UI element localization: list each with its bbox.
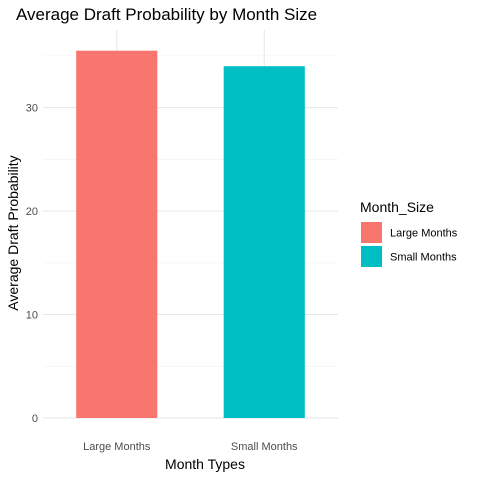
x-axis-ticks: Large Months Small Months — [83, 441, 298, 453]
chart-title: Average Draft Probability by Month Size — [16, 5, 317, 24]
y-tick-label: 10 — [26, 310, 38, 322]
legend: Month_Size Large Months Small Months — [360, 199, 458, 267]
x-axis-title: Month Types — [165, 456, 245, 472]
legend-swatch — [361, 222, 382, 243]
x-tick-label: Large Months — [83, 441, 151, 453]
x-tick-label: Small Months — [231, 441, 298, 453]
legend-label: Small Months — [390, 252, 457, 264]
legend-title: Month_Size — [360, 199, 434, 215]
bar-0 — [76, 50, 158, 419]
y-tick-label: 20 — [26, 206, 38, 218]
bars — [76, 50, 305, 419]
y-axis-title: Average Draft Probability — [5, 155, 21, 310]
legend-swatch — [361, 246, 382, 267]
y-tick-label: 30 — [26, 103, 38, 115]
y-tick-label: 0 — [32, 413, 38, 425]
legend-label: Large Months — [390, 228, 458, 240]
bar-1 — [223, 66, 305, 419]
y-axis-ticks: 0 10 20 30 — [26, 103, 38, 425]
